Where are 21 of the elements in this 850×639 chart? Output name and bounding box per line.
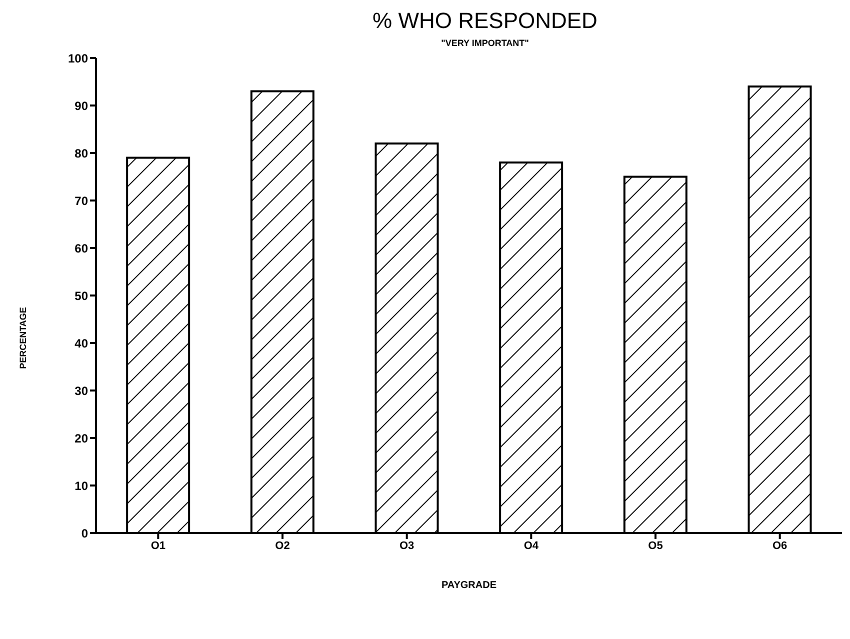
x-tick-label: O4 [524,540,540,552]
chart-title: % WHO RESPONDED [372,8,598,34]
y-tick-label: 40 [74,336,88,350]
x-axis-title: PAYGRADE [441,580,497,591]
y-tick-label: 30 [74,384,88,398]
y-tick-label: 100 [68,51,88,66]
x-tick-label: O2 [275,540,290,552]
x-tick-label: O6 [772,540,788,552]
y-tick-label: 0 [81,526,88,540]
x-tick-label: O5 [648,540,663,552]
y-axis-title: PERCENTAGE [18,307,28,369]
y-tick-label: 10 [74,478,88,493]
y-tick-label: 90 [74,98,88,113]
chart-subtitle: "VERY IMPORTANT" [440,38,530,48]
y-tick-label: 70 [74,194,88,208]
y-tick-label: 60 [74,241,88,256]
x-tick-label: O3 [399,540,414,552]
y-tick-label: 50 [74,288,88,303]
y-tick-label: 20 [74,431,88,446]
y-tick-label: 80 [74,146,88,160]
x-tick-label: O1 [150,540,166,552]
